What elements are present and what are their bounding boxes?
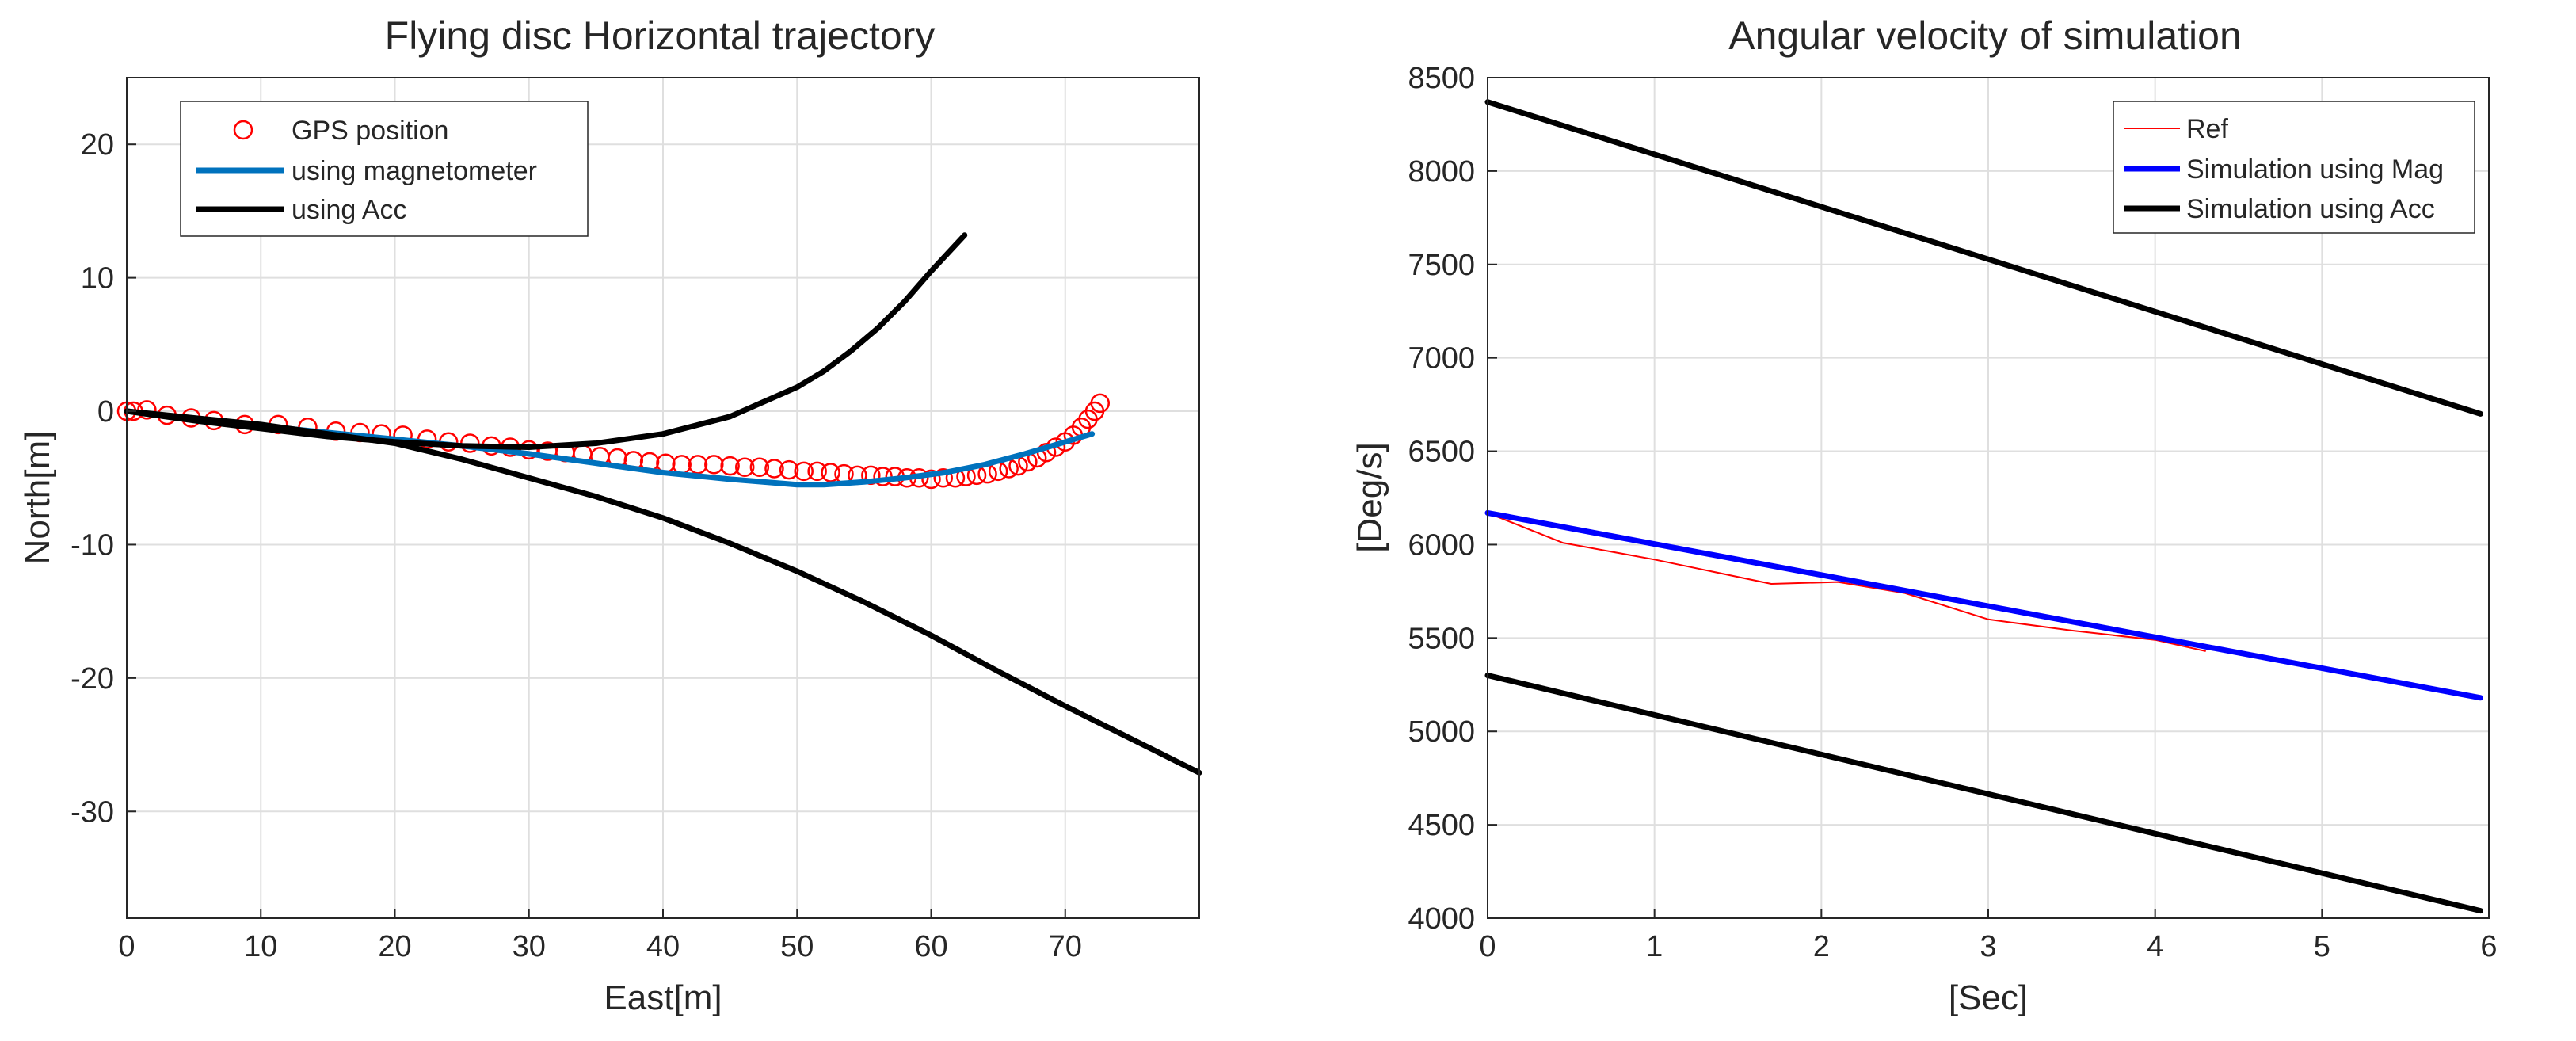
series-line-simulation-using-acc xyxy=(1484,99,2483,417)
data-point-gps-position xyxy=(821,463,840,482)
x-tick-label: 30 xyxy=(513,930,546,963)
legend-label-using-magnetometer: using magnetometer xyxy=(292,156,537,186)
y-tick-label: -20 xyxy=(70,662,114,696)
chart-angular-velocity-title: Angular velocity of simulation xyxy=(1728,13,2242,58)
x-tick-label: 50 xyxy=(780,930,814,963)
y-tick-label: -10 xyxy=(70,528,114,562)
data-point-gps-position xyxy=(933,467,953,488)
chart-trajectory-ylabel: North[m] xyxy=(18,431,57,565)
y-tick-label: 6500 xyxy=(1408,436,1475,469)
legend-label-gps-position: GPS position xyxy=(292,116,448,146)
x-tick-label: 4 xyxy=(2147,930,2163,963)
data-point-gps-position xyxy=(921,469,941,490)
x-tick-label: 3 xyxy=(1980,930,1996,963)
data-point-gps-position xyxy=(1090,393,1111,414)
x-tick-label: 6 xyxy=(2480,930,2497,963)
chart-trajectory-title: Flying disc Horizontal trajectory xyxy=(385,13,936,58)
data-point-gps-position xyxy=(720,456,740,476)
data-point-gps-position xyxy=(779,459,799,480)
series-line-using-acc xyxy=(124,232,968,450)
y-tick-label: 4000 xyxy=(1408,902,1475,936)
legend-label-ref: Ref xyxy=(2186,114,2228,144)
data-point-gps-position xyxy=(794,461,814,482)
chart-trajectory: Flying disc Horizontal trajectory 0 10 20 3… xyxy=(18,13,1202,1017)
chart-angular-velocity-legend: Ref Simulation using Mag Simulation usin… xyxy=(2113,101,2475,234)
chart-angular-velocity-ylabel: [Deg/s] xyxy=(1351,442,1389,552)
y-tick-label: 0 xyxy=(97,395,114,429)
x-tick-label: 0 xyxy=(118,930,135,963)
chart-angular-velocity: Angular velocity of simulation 0 1 2 3 4 5 6 4… xyxy=(1351,13,2498,1017)
data-point-gps-position xyxy=(704,455,724,475)
series-line-simulation-using-acc-lower xyxy=(1484,673,2483,914)
y-tick-label: 5500 xyxy=(1408,622,1475,655)
legend-marker-gps-position xyxy=(233,120,253,140)
x-tick-label: 5 xyxy=(2314,930,2330,963)
x-tick-label: 60 xyxy=(914,930,947,963)
chart-trajectory-xlabel: East[m] xyxy=(604,978,722,1017)
data-point-gps-position xyxy=(807,461,827,482)
y-tick-label: 4500 xyxy=(1408,809,1475,842)
x-tick-label: 1 xyxy=(1646,930,1663,963)
y-tick-label: 20 xyxy=(81,128,114,162)
y-tick-label: 5000 xyxy=(1408,715,1475,749)
series-line-simulation-using-mag xyxy=(1484,509,2483,701)
chart-trajectory-series xyxy=(116,232,1202,776)
chart-angular-velocity-series xyxy=(1484,99,2483,914)
y-tick-label: 7000 xyxy=(1408,342,1475,376)
data-point-gps-position xyxy=(519,440,539,460)
chart-angular-velocity-x-ticks: 0 1 2 3 4 5 6 xyxy=(1479,909,2498,963)
y-tick-label: 6000 xyxy=(1408,528,1475,562)
data-point-gps-position xyxy=(734,457,755,478)
chart-trajectory-y-ticks: -30 -20 -10 0 10 20 xyxy=(70,128,136,829)
legend-label-simulation-using-mag: Simulation using Mag xyxy=(2186,154,2444,185)
series-line-using-acc-branch-2 xyxy=(124,408,1202,776)
x-tick-label: 40 xyxy=(646,930,680,963)
data-point-gps-position xyxy=(764,459,784,479)
x-tick-label: 2 xyxy=(1813,930,1830,963)
x-tick-label: 20 xyxy=(378,930,411,963)
legend-label-using-acc: using Acc xyxy=(292,195,407,225)
chart-trajectory-x-ticks: 0 10 20 30 40 50 60 70 xyxy=(118,909,1082,963)
y-tick-label: 10 xyxy=(81,262,114,296)
x-tick-label: 10 xyxy=(244,930,277,963)
y-tick-label: 8000 xyxy=(1408,155,1475,189)
y-tick-label: 8500 xyxy=(1408,62,1475,95)
series-line-ref xyxy=(1487,512,2206,652)
chart-angular-velocity-xlabel: [Sec] xyxy=(1949,978,2028,1017)
chart-trajectory-legend: GPS position using magnetometer using Ac… xyxy=(180,101,589,237)
x-tick-label: 0 xyxy=(1479,930,1496,963)
chart-angular-velocity-y-ticks: 4000 4500 5000 5500 6000 6500 7000 7500 8000 8500 xyxy=(1408,62,1497,936)
y-tick-label: -30 xyxy=(70,795,114,829)
x-tick-label: 70 xyxy=(1049,930,1082,963)
data-point-gps-position xyxy=(749,457,770,478)
y-tick-label: 7500 xyxy=(1408,249,1475,282)
legend-label-simulation-using-acc: Simulation using Acc xyxy=(2186,194,2435,224)
